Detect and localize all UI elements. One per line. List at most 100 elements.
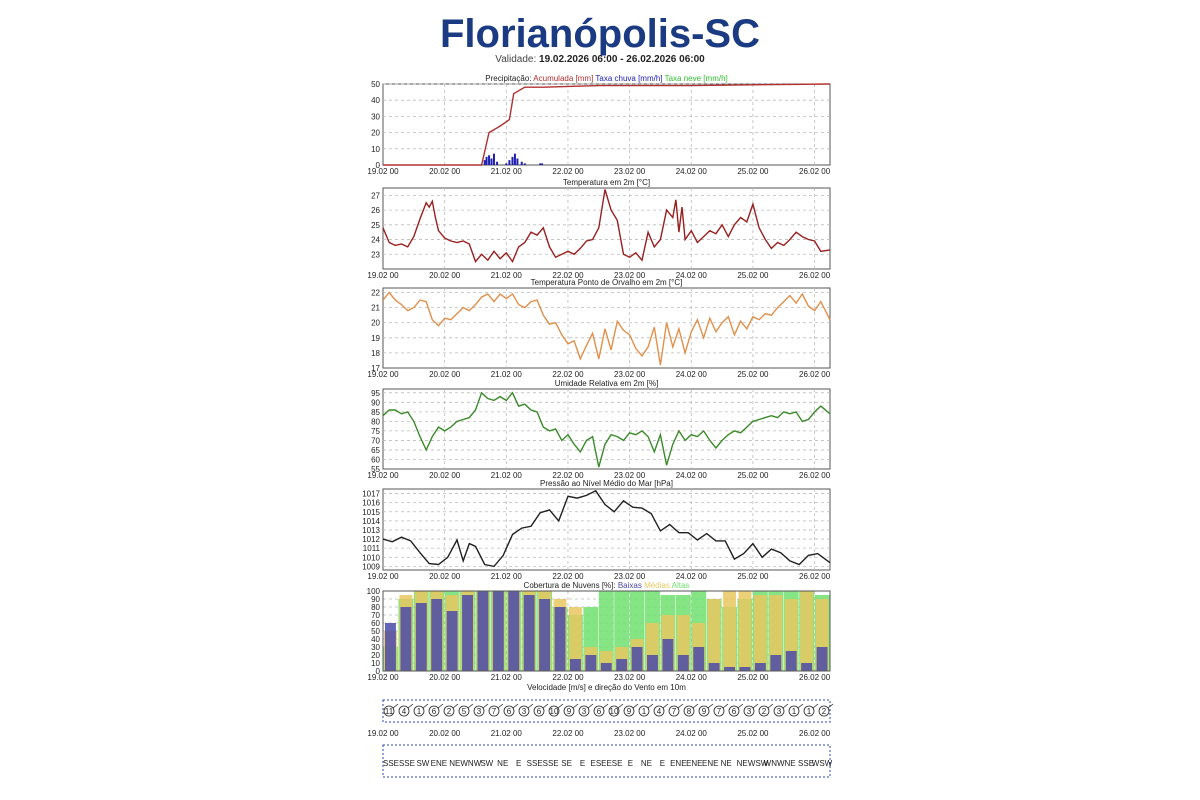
y-tick-label: 0 [376,667,381,676]
y-tick-label: 23 [371,250,380,259]
wind-speed-circle [698,705,710,717]
y-tick-label: 20 [371,651,380,660]
x-tick-label: 26.02 00 [799,370,831,379]
wind-speed-circle [533,705,545,717]
wind-speed-label: 3 [777,707,782,716]
x-tick-label: 22.02 00 [552,572,584,581]
y-tick-label: 95 [371,389,380,398]
wind-speed-circle [458,705,470,717]
wind-speed-label: 3 [477,707,482,716]
wind-speed-label: 2 [762,707,767,716]
x-tick-label: 24.02 00 [676,572,708,581]
y-tick-label: 60 [371,455,380,464]
y-tick-label: 50 [371,80,380,89]
x-tick-label: 25.02 00 [737,167,769,176]
wind-arrow [452,703,459,709]
precip-rate-bar [539,163,542,165]
dew-panel: 17 18 19 20 21 22 19.02 00 20.02 00 21.02 00 22.0… [367,287,831,379]
wind-speed-circle [503,705,515,717]
y-tick-label: 10 [371,659,380,668]
temp-panel: 23 24 25 26 27 19.02 00 20.02 00 21.02 00 22.02 … [367,187,831,280]
wind-arrow [437,703,444,709]
wind-speed-label: 1 [642,707,647,716]
wind-speed-box [382,699,831,723]
wind-speed-circle [818,705,830,717]
plot-frame [382,187,831,270]
wind-direction-label: SE [561,759,572,768]
precip-rate-bar [483,160,486,165]
wind-panel: 11 4 1 6 2 5 3 7 6 3 6 10 9 3 6 10 9 1 4 7 8 9 7 6 3 2 3 1 1 219.02 0… [367,699,834,778]
cloud-bar-baixas [431,599,443,671]
x-tick-label: 24.02 00 [676,167,708,176]
cloud-bar-baixas [554,607,566,671]
precip-rate-bar [488,155,491,165]
wind-direction-label: WSW [812,759,833,768]
cloud-bar-baixas [539,599,551,671]
wind-speed-circle [488,705,500,717]
dew-line [382,291,831,366]
x-tick-label: 23.02 00 [614,673,646,682]
y-tick-label: 18 [371,349,380,358]
wind-direction-label: ENE [686,759,702,768]
x-tick-label: 20.02 00 [429,271,461,280]
wind-speed-label: 3 [747,707,752,716]
wind-speed-circle [623,705,635,717]
page-title: Florianópolis-SC [440,12,760,56]
x-tick-label: 20.02 00 [429,572,461,581]
cloud-bar-baixas [585,655,597,671]
cloud-bar-baixas [446,611,458,671]
wind-speed-circle [758,705,770,717]
y-tick-label: 1015 [362,508,380,517]
wind-speed-label: 4 [657,707,662,716]
wind-arrow [692,703,699,709]
y-tick-label: 20 [371,319,380,328]
cloud-bar-baixas [492,591,504,671]
y-tick-label: 90 [371,398,380,407]
x-tick-label: 24.02 00 [676,471,708,480]
y-tick-label: 0 [376,161,381,170]
dew-title: Temperatura Ponto de Orvalho em 2m [°C] [531,278,683,287]
x-tick-label: 24.02 00 [676,673,708,682]
wind-arrow [782,703,789,709]
y-tick-label: 1016 [362,499,380,508]
wind-direction-label: NE [785,759,796,768]
wind-speed-circle [413,705,425,717]
wind-x-tick-label: 21.02 00 [491,729,523,738]
y-tick-label: 25 [371,221,380,230]
x-tick-label: 23.02 00 [614,471,646,480]
y-tick-label: 30 [371,643,380,652]
y-tick-label: 24 [371,236,380,245]
wind-arrow [797,703,804,709]
wind-speed-circle [788,705,800,717]
wind-speed-label: 8 [687,707,692,716]
y-tick-label: 1010 [362,553,380,562]
cloud-bar-baixas [724,667,736,671]
wind-arrow [497,703,504,709]
wind-direction-label: WNW [460,759,481,768]
wind-direction-label: WSW [748,759,769,768]
wind-direction-label: E [660,759,665,768]
wind-arrow [572,703,579,709]
wind-arrow [662,703,669,709]
cloud-bar-médias [707,599,721,671]
cloud-bar-baixas [816,647,828,671]
wind-direction-label: E [516,759,521,768]
wind-speed-label: 7 [717,707,722,716]
plot-frame [382,590,831,672]
y-tick-label: 21 [371,304,380,313]
wind-direction-label: WNW [764,759,785,768]
cloud-bar-baixas [523,595,535,671]
wind-speed-label: 11 [385,707,394,716]
precip-rate-bar [490,158,493,165]
x-tick-label: 23.02 00 [614,370,646,379]
wind-arrow [722,703,729,709]
wind-arrow [602,703,609,709]
wind-direction-label: NE [737,759,748,768]
wind-speed-label: 7 [492,707,497,716]
precip-legend-entry: Precipitação: [485,74,533,83]
cloud-bar-baixas [785,651,797,671]
wind-speed-label: 4 [402,707,407,716]
wind-direction-label: SSE [399,759,415,768]
y-tick-label: 26 [371,206,380,215]
